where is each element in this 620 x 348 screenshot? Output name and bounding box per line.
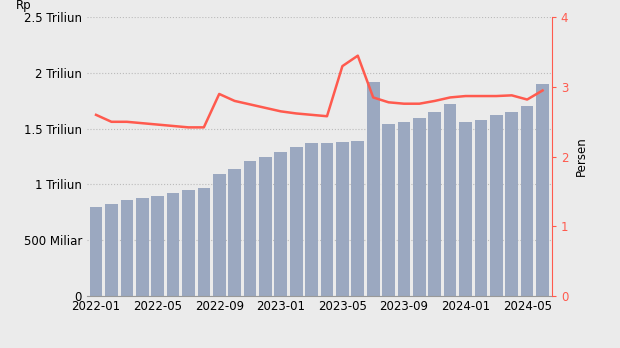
Bar — [120, 200, 133, 296]
Bar — [305, 143, 318, 296]
Bar — [521, 106, 533, 296]
Bar — [259, 157, 272, 296]
Bar — [536, 84, 549, 296]
Bar — [105, 205, 118, 296]
Bar — [428, 112, 441, 296]
Bar — [290, 147, 303, 296]
Y-axis label: Persen: Persen — [575, 137, 588, 176]
Bar — [321, 143, 334, 296]
Bar — [151, 196, 164, 296]
Bar — [336, 142, 348, 296]
Bar — [228, 169, 241, 296]
Bar — [352, 141, 364, 296]
Bar — [475, 120, 487, 296]
Bar — [444, 104, 456, 296]
Bar — [397, 122, 410, 296]
Bar — [275, 152, 287, 296]
Bar — [136, 198, 149, 296]
Bar — [413, 118, 426, 296]
Bar — [367, 82, 379, 296]
Bar — [198, 188, 210, 296]
Bar — [459, 122, 472, 296]
Bar — [213, 174, 226, 296]
Bar — [383, 124, 395, 296]
Bar — [490, 116, 503, 296]
Y-axis label: Rp: Rp — [16, 0, 32, 12]
Bar — [244, 161, 256, 296]
Bar — [90, 207, 102, 296]
Bar — [167, 193, 179, 296]
Bar — [505, 112, 518, 296]
Bar — [182, 190, 195, 296]
